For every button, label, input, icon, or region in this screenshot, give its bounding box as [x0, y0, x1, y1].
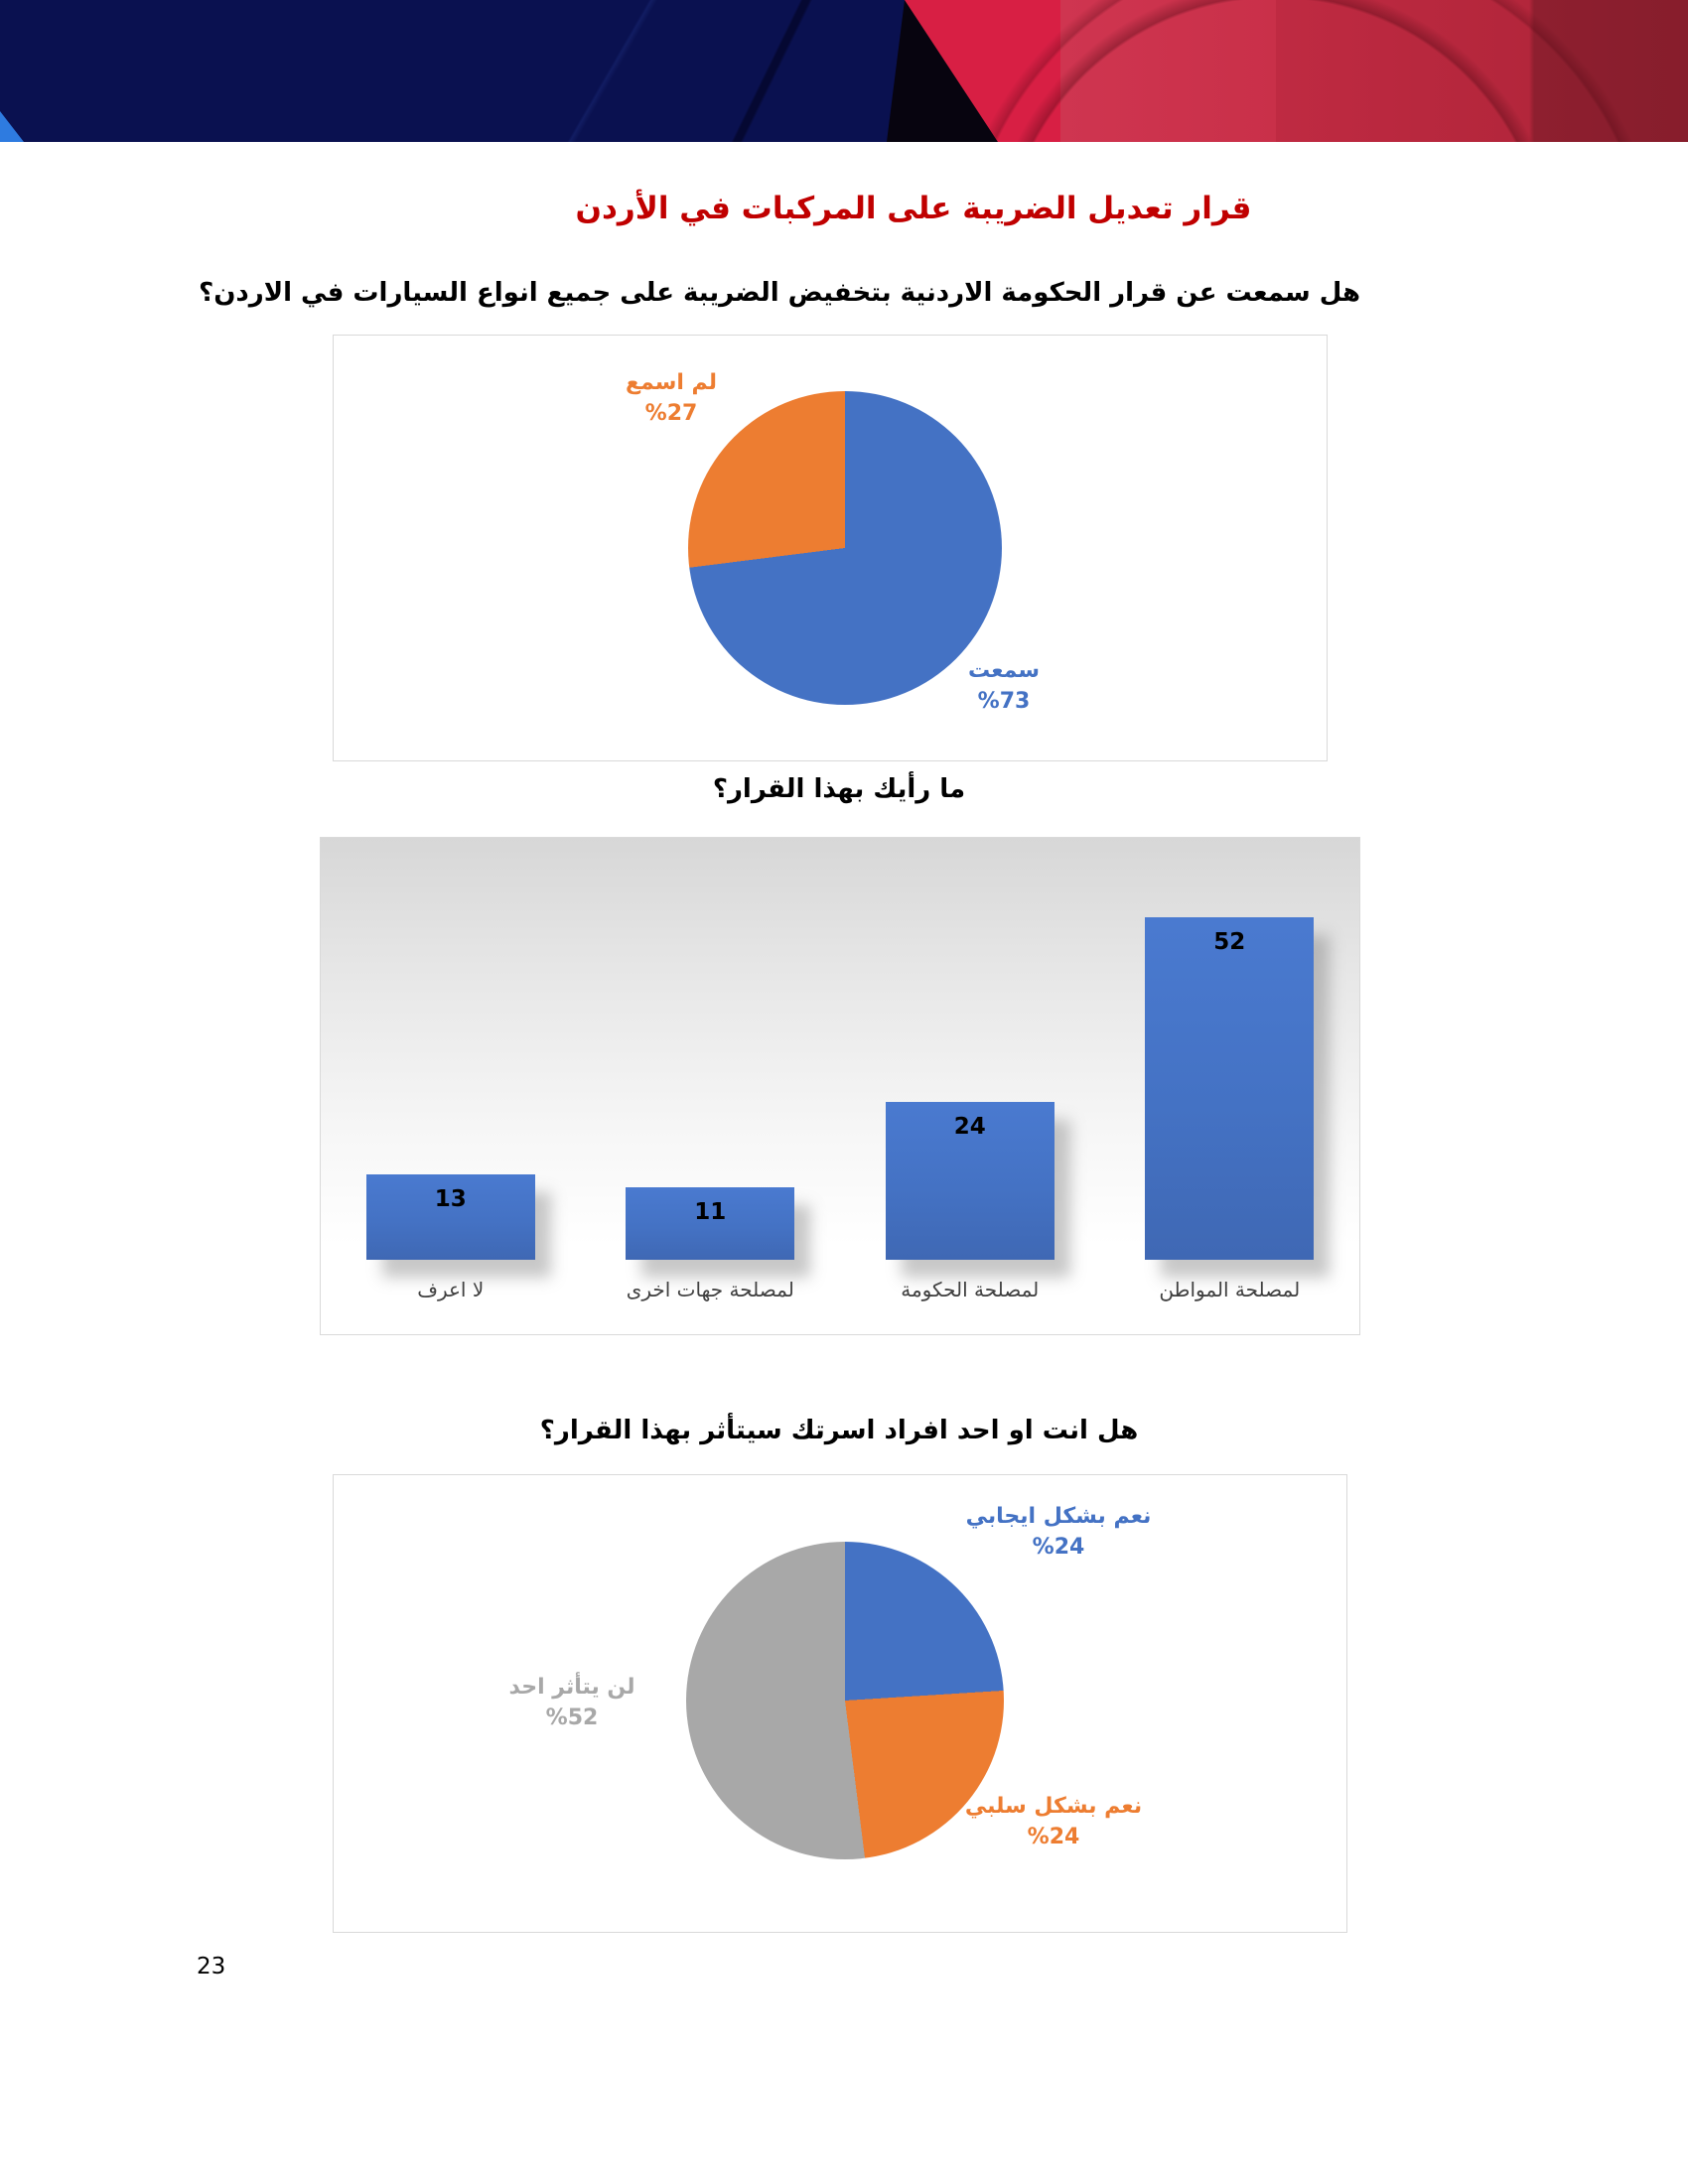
bar-value-label: 11 [694, 1199, 727, 1225]
bar-value-label: 24 [953, 1114, 986, 1140]
pie-chart-2-panel: نعم بشكل ايجابي %24 نعم بشكل سلبي %24 لن… [333, 1474, 1347, 1933]
banner-red-stone-region [905, 0, 1688, 142]
pie2-negative-percent: %24 [1027, 1825, 1080, 1849]
pie2-label-negative: نعم بشكل سلبي %24 [944, 1791, 1163, 1852]
bar [365, 1174, 535, 1260]
banner-blue-accent-triangle [0, 111, 24, 142]
question-2: ما رأيك بهذا القرار؟ [712, 774, 966, 804]
pie2-negative-text: نعم بشكل سلبي [964, 1794, 1143, 1819]
bar-value-label: 52 [1213, 929, 1246, 955]
bar [626, 1187, 795, 1260]
bar-chart-plot: 52 لمصلحة المواطن 24 لمصلحة الحكومة 11 لمصلحة… [321, 838, 1359, 1301]
pie2-label-positive: نعم بشكل ايجابي %24 [949, 1501, 1168, 1563]
banner-navy-fold-shape-2 [328, 0, 884, 142]
bar [1145, 917, 1315, 1260]
pie1-heard-percent: %73 [977, 689, 1031, 714]
pie2-positive-text: نعم بشكل ايجابي [965, 1504, 1152, 1529]
pie1-label-heard: سمعت %73 [905, 655, 1103, 717]
pie2-no-effect-percent: %52 [545, 1706, 599, 1730]
bar-chart-panel: 52 لمصلحة المواطن 24 لمصلحة الحكومة 11 لمصلحة… [320, 837, 1360, 1335]
pie1-not-heard-percent: %27 [644, 401, 698, 426]
bar-category-label: لمصلحة جهات اخرى [626, 1278, 794, 1301]
question-3: هل انت او احد افراد اسرتك سيتأثر بهذا ال… [539, 1416, 1139, 1445]
pie1-label-not-heard: لم اسمع %27 [572, 367, 771, 429]
question-1: هل سمعت عن قرار الحكومة الاردنية بتخفيض … [199, 278, 1360, 308]
bar-category-label: لا اعرف [417, 1278, 485, 1301]
bar-category-label: لمصلحة الحكومة [901, 1278, 1040, 1301]
pie2-label-no-effect: لن يتأثر احد %52 [473, 1672, 671, 1733]
pie1-heard-text: سمعت [967, 658, 1041, 683]
pie1-not-heard-text: لم اسمع [625, 370, 718, 395]
pie2-positive-percent: %24 [1032, 1535, 1085, 1560]
pie-chart-2 [686, 1542, 1004, 1859]
pie-chart-1 [688, 391, 1002, 705]
pie-chart-1-panel: لم اسمع %27 سمعت %73 [333, 335, 1328, 761]
bar-value-label: 13 [434, 1186, 467, 1212]
bar [885, 1102, 1055, 1260]
page-number: 23 [197, 1954, 226, 1979]
header-banner [0, 0, 1688, 142]
page-title: قرار تعديل الضريبة على المركبات في الأرد… [575, 191, 1252, 226]
bar-category-label: لمصلحة المواطن [1159, 1278, 1301, 1301]
pie2-no-effect-text: لن يتأثر احد [508, 1675, 635, 1700]
